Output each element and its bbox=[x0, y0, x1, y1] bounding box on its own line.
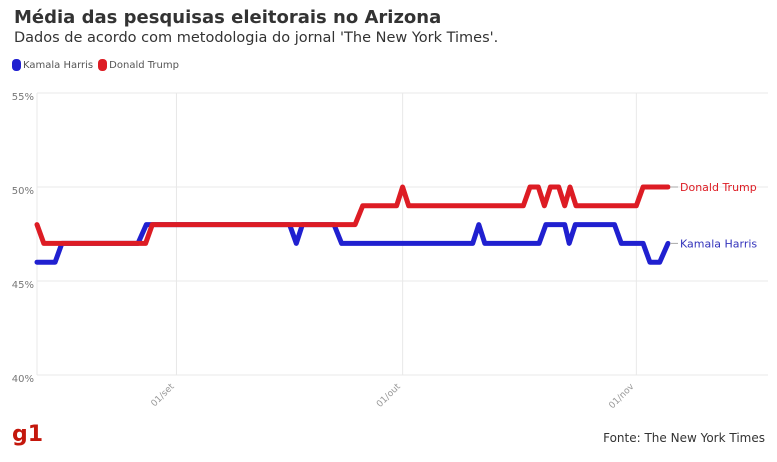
y-tick-label: 50% bbox=[12, 186, 34, 197]
y-tick-label: 55% bbox=[12, 92, 34, 103]
legend-swatch bbox=[98, 59, 108, 71]
legend: Kamala Harris Donald Trump bbox=[12, 59, 184, 71]
g1-logo: g1 bbox=[12, 422, 44, 447]
x-tick-label: 01/out bbox=[375, 382, 403, 410]
series-end-label: Kamala Harris bbox=[680, 237, 757, 250]
y-tick-label: 40% bbox=[12, 374, 34, 385]
series-end-label: Donald Trump bbox=[680, 181, 757, 194]
x-tick-label: 01/set bbox=[150, 382, 177, 409]
chart-subtitle: Dados de acordo com metodologia do jorna… bbox=[14, 30, 499, 46]
legend-item-trump[interactable]: Donald Trump bbox=[98, 59, 179, 71]
legend-label: Kamala Harris bbox=[23, 59, 94, 71]
legend-label: Donald Trump bbox=[109, 59, 179, 71]
source-note: Fonte: The New York Times bbox=[603, 431, 765, 445]
chart-title: Média das pesquisas eleitorais no Arizon… bbox=[14, 7, 442, 28]
x-tick-label: 01/nov bbox=[607, 382, 636, 411]
legend-item-harris[interactable]: Kamala Harris bbox=[12, 59, 93, 71]
series-line-kamala-harris bbox=[34, 222, 671, 265]
series-line-donald-trump bbox=[34, 184, 671, 246]
legend-swatch bbox=[12, 59, 21, 71]
y-tick-label: 45% bbox=[12, 280, 34, 291]
